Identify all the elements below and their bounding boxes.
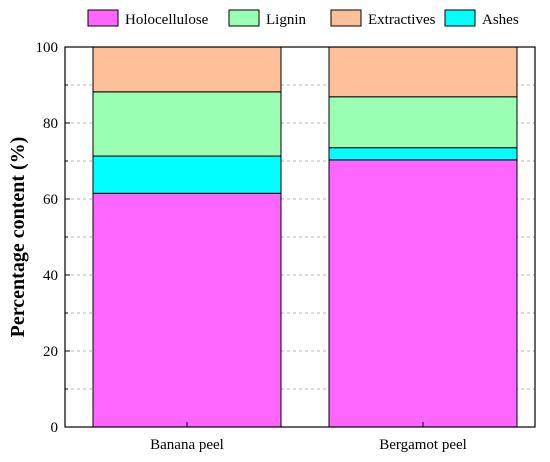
legend-label: Holocellulose [125, 12, 209, 28]
y-tick-label: 80 [43, 116, 58, 132]
y-axis-title: Percentage content (%) [7, 137, 29, 338]
axis-ticks: 0 20 40 60 80 100 Banana peel Bergamot peel [36, 40, 467, 453]
legend-item-extractives: Extractives [330, 9, 436, 28]
y-tick-label: 40 [43, 268, 58, 284]
legend-label: Extractives [368, 12, 436, 28]
y-tick-label: 60 [43, 192, 58, 208]
legend-swatch [330, 9, 362, 27]
legend-swatch [87, 9, 119, 27]
y-tick-label: 0 [51, 420, 59, 436]
bar-segment-lignin [92, 91, 282, 157]
y-tick-label: 20 [43, 344, 58, 360]
bar-segment-extractives [92, 46, 282, 93]
y-tick-label: 100 [36, 40, 59, 56]
legend-swatch [444, 9, 476, 27]
legend-item-ashes: Ashes [444, 9, 519, 28]
bar-segment-ashes [92, 155, 282, 194]
bars [92, 46, 518, 428]
bar-segment-holocellulose [92, 192, 282, 428]
x-tick-label: Banana peel [150, 437, 224, 453]
legend: Holocellulose Lignin Extractives Ashes [87, 9, 519, 28]
bar-segment-extractives [328, 46, 518, 98]
legend-label: Lignin [266, 12, 306, 28]
bar-segment-holocellulose [328, 159, 518, 428]
legend-label: Ashes [482, 12, 519, 28]
bar-segment-lignin [328, 96, 518, 149]
legend-item-holocellulose: Holocellulose [87, 9, 209, 28]
bar-segment-ashes [328, 147, 518, 161]
x-tick-label: Bergamot peel [379, 437, 467, 453]
legend-swatch [228, 9, 260, 27]
legend-item-lignin: Lignin [228, 9, 306, 28]
